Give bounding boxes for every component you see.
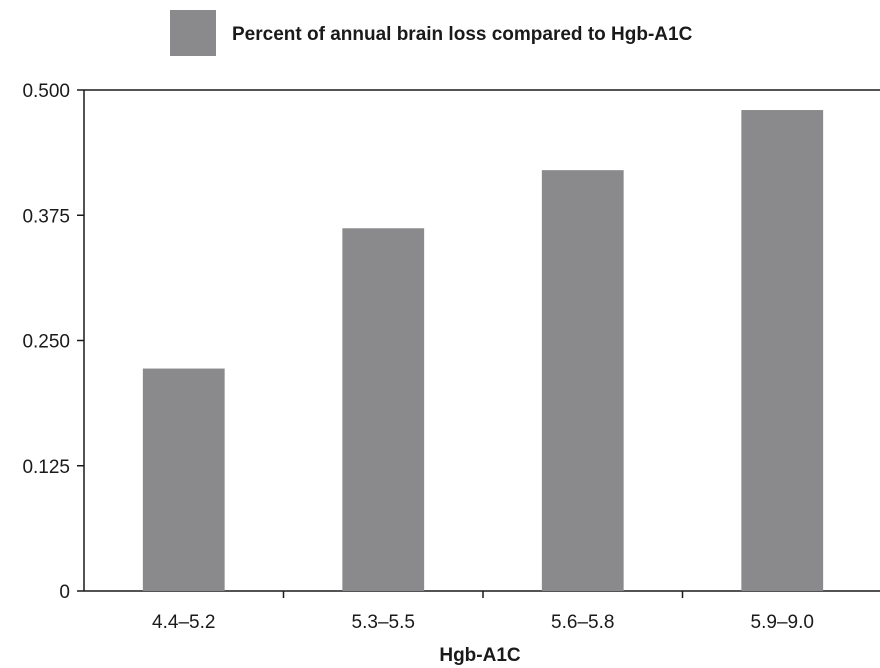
legend: Percent of annual brain loss compared to… (170, 10, 693, 56)
bar (541, 170, 624, 591)
bars (142, 110, 824, 591)
y-tick-label: 0.125 (22, 457, 70, 478)
x-tick-label: 5.6–5.8 (551, 612, 614, 633)
x-tick-label: 5.9–9.0 (751, 612, 814, 633)
y-tick-label: 0.250 (22, 332, 70, 353)
bar (342, 228, 425, 591)
x-tick-label: 5.3–5.5 (352, 612, 415, 633)
legend-label: Percent of annual brain loss compared to… (232, 24, 693, 45)
y-tick-label: 0.500 (22, 81, 70, 102)
bar (142, 368, 225, 591)
y-axis: 0 0.125 0.250 0.375 0.500 (22, 81, 84, 603)
x-axis-title: Hgb-A1C (439, 645, 521, 666)
legend-swatch (170, 10, 216, 56)
y-tick-label: 0.375 (22, 206, 70, 227)
x-tick-label: 4.4–5.2 (152, 612, 215, 633)
y-tick-label: 0 (59, 582, 70, 603)
bar (741, 110, 824, 591)
x-axis: 4.4–5.2 5.3–5.5 5.6–5.8 5.9–9.0 (152, 591, 814, 633)
